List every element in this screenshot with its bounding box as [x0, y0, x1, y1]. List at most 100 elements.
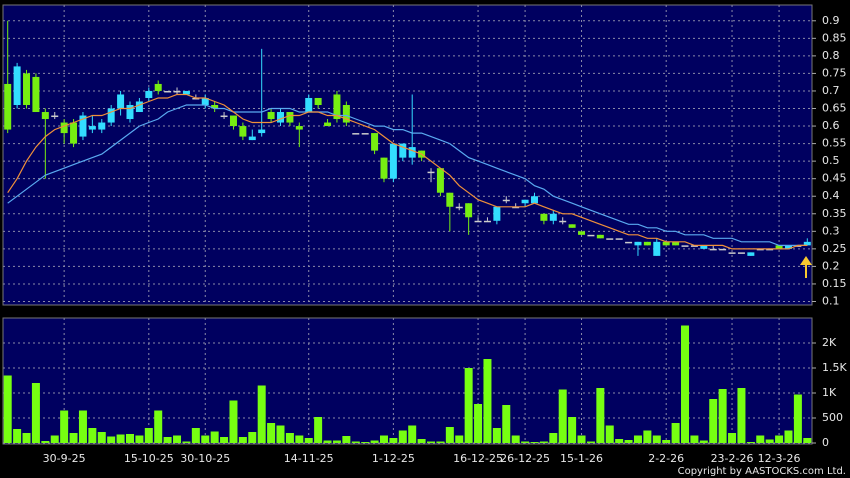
x-tick-label: 1-12-25	[372, 452, 415, 465]
candle-body	[465, 203, 473, 218]
x-tick-label: 23-2-26	[711, 452, 754, 465]
candle-body	[690, 245, 698, 247]
candle-body	[79, 115, 87, 137]
candle-body	[427, 171, 435, 174]
candle-body	[220, 115, 228, 118]
candle-body	[60, 122, 68, 134]
volume-bar	[793, 394, 802, 443]
candle-body	[549, 213, 557, 221]
y-tick-label: 0.1	[822, 294, 840, 307]
candle-body	[794, 245, 802, 247]
candle-body	[98, 122, 106, 130]
candle-body	[474, 220, 482, 223]
y-tick-label: 0.15	[822, 277, 847, 290]
candle-body	[126, 105, 134, 120]
candle-body	[578, 231, 586, 235]
y-tick-label: 2K	[822, 336, 837, 349]
y-tick-label: 1.5K	[822, 361, 847, 374]
volume-bar	[88, 428, 97, 443]
candle-body	[324, 122, 332, 127]
candle-body	[41, 112, 49, 120]
candle-body	[277, 112, 285, 123]
y-tick-label: 1K	[822, 386, 837, 399]
volume-bar	[201, 435, 210, 443]
candle-body	[728, 252, 736, 254]
volume-bar	[163, 437, 172, 443]
volume-bar	[709, 399, 718, 443]
x-tick-label: 30-9-25	[43, 452, 86, 465]
y-tick-label: 0.9	[822, 14, 840, 27]
volume-bar	[351, 441, 360, 443]
volume-bar	[78, 410, 87, 443]
volume-bar	[295, 435, 304, 443]
candle-body	[737, 252, 745, 254]
candle-body	[23, 73, 31, 105]
candle-body	[380, 157, 388, 179]
candle-body	[173, 90, 181, 93]
volume-bar	[69, 433, 78, 443]
moving-average-line	[7, 104, 808, 246]
volume-bar	[427, 441, 436, 443]
candle-body	[775, 245, 783, 249]
volume-bar	[765, 439, 774, 443]
candle-body	[596, 234, 604, 239]
candle-body	[756, 248, 764, 251]
volume-bar	[370, 440, 379, 443]
candle-body	[201, 97, 209, 105]
volume-bar	[41, 441, 50, 443]
y-tick-label: 0.55	[822, 137, 847, 150]
volume-bar	[31, 383, 40, 443]
volume-bar	[756, 435, 765, 443]
candle-body	[239, 126, 247, 137]
volume-bar	[13, 429, 22, 443]
y-tick-label: 0.4	[822, 189, 840, 202]
candle-body	[399, 143, 407, 158]
candle-body	[117, 94, 125, 109]
volume-bar	[521, 441, 530, 443]
candle-body	[803, 241, 811, 246]
candle-body	[408, 147, 416, 158]
volume-bar	[643, 430, 652, 443]
volume-bar	[784, 430, 793, 443]
volume-bar	[474, 404, 483, 443]
y-tick-label: 0.45	[822, 172, 847, 185]
volume-bar	[285, 433, 294, 443]
volume-bar	[605, 425, 614, 443]
x-tick-label: 14-11-25	[284, 452, 334, 465]
y-tick-label: 500	[822, 411, 843, 424]
y-tick-label: 0.65	[822, 102, 847, 115]
volume-bar	[116, 434, 125, 443]
volume-bar	[586, 441, 595, 443]
marks: 30-9-25 15-10-25 30-10-25 14-11-25 1-12-25 16…	[3, 5, 847, 465]
volume-bar	[746, 442, 755, 443]
arrow-icon	[800, 256, 812, 278]
volume-bar	[408, 425, 417, 443]
candle-body	[681, 245, 689, 247]
y-tick-label: 0.3	[822, 224, 840, 237]
volume-bar	[389, 438, 398, 443]
volume-bar	[248, 432, 257, 443]
candle-body	[521, 199, 529, 204]
candle-body	[70, 122, 78, 144]
candle-body	[258, 129, 266, 134]
candle-body	[568, 224, 576, 228]
y-tick-label: 0.8	[822, 49, 840, 62]
volume-bar	[577, 435, 586, 443]
y-tick-label: 0.35	[822, 207, 847, 220]
candle-body	[371, 133, 379, 151]
candle-body	[88, 126, 96, 130]
candle-body	[164, 90, 172, 93]
x-tick-label: 2-2-26	[648, 452, 684, 465]
volume-bar	[615, 439, 624, 443]
volume-bar	[257, 385, 266, 443]
volume-bar	[417, 439, 426, 443]
volume-bar	[50, 435, 59, 443]
volume-bar	[558, 389, 567, 443]
volume-bar	[690, 435, 699, 443]
volume-bar	[737, 388, 746, 443]
x-tick-label: 16-12-25	[453, 452, 503, 465]
volume-bar	[436, 441, 445, 443]
candle-body	[672, 241, 680, 246]
candle-body	[32, 76, 40, 113]
copyright: Copyright by AASTOCKS.com Ltd.	[678, 466, 846, 477]
